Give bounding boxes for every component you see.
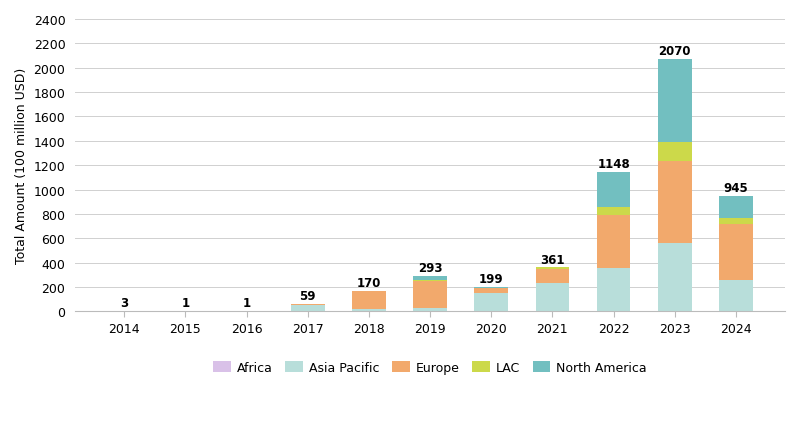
Text: 293: 293 bbox=[418, 261, 442, 274]
Bar bbox=[719, 218, 753, 225]
Bar bbox=[414, 280, 447, 281]
Bar bbox=[535, 270, 570, 283]
Text: 170: 170 bbox=[357, 276, 381, 289]
Bar bbox=[597, 311, 630, 312]
Text: 59: 59 bbox=[299, 290, 316, 302]
Bar bbox=[414, 281, 447, 308]
Bar bbox=[658, 60, 691, 143]
Bar bbox=[414, 308, 447, 311]
Text: 2070: 2070 bbox=[658, 45, 691, 58]
Bar bbox=[658, 143, 691, 161]
Text: 1: 1 bbox=[242, 297, 250, 310]
Bar bbox=[414, 276, 447, 280]
Legend: Africa, Asia Pacific, Europe, LAC, North America: Africa, Asia Pacific, Europe, LAC, North… bbox=[208, 356, 652, 379]
Bar bbox=[719, 225, 753, 281]
Bar bbox=[597, 207, 630, 216]
Bar bbox=[658, 311, 691, 312]
Bar bbox=[597, 268, 630, 311]
Bar bbox=[658, 243, 691, 311]
Bar bbox=[352, 292, 386, 309]
Bar bbox=[474, 294, 508, 312]
Bar bbox=[719, 281, 753, 311]
Text: 1148: 1148 bbox=[598, 158, 630, 170]
Bar bbox=[535, 268, 570, 270]
Bar bbox=[597, 172, 630, 207]
Bar bbox=[291, 305, 325, 306]
Bar bbox=[352, 309, 386, 312]
Bar bbox=[352, 291, 386, 292]
Text: 1: 1 bbox=[182, 297, 190, 310]
Text: 199: 199 bbox=[479, 273, 503, 286]
Y-axis label: Total Amount (100 million USD): Total Amount (100 million USD) bbox=[15, 68, 28, 264]
Bar bbox=[291, 306, 325, 312]
Bar bbox=[719, 311, 753, 312]
Bar bbox=[719, 197, 753, 218]
Text: 945: 945 bbox=[723, 182, 748, 195]
Bar bbox=[474, 288, 508, 294]
Bar bbox=[658, 161, 691, 243]
Text: 3: 3 bbox=[120, 296, 128, 309]
Text: 361: 361 bbox=[540, 253, 565, 266]
Bar bbox=[597, 216, 630, 268]
Bar bbox=[535, 283, 570, 312]
